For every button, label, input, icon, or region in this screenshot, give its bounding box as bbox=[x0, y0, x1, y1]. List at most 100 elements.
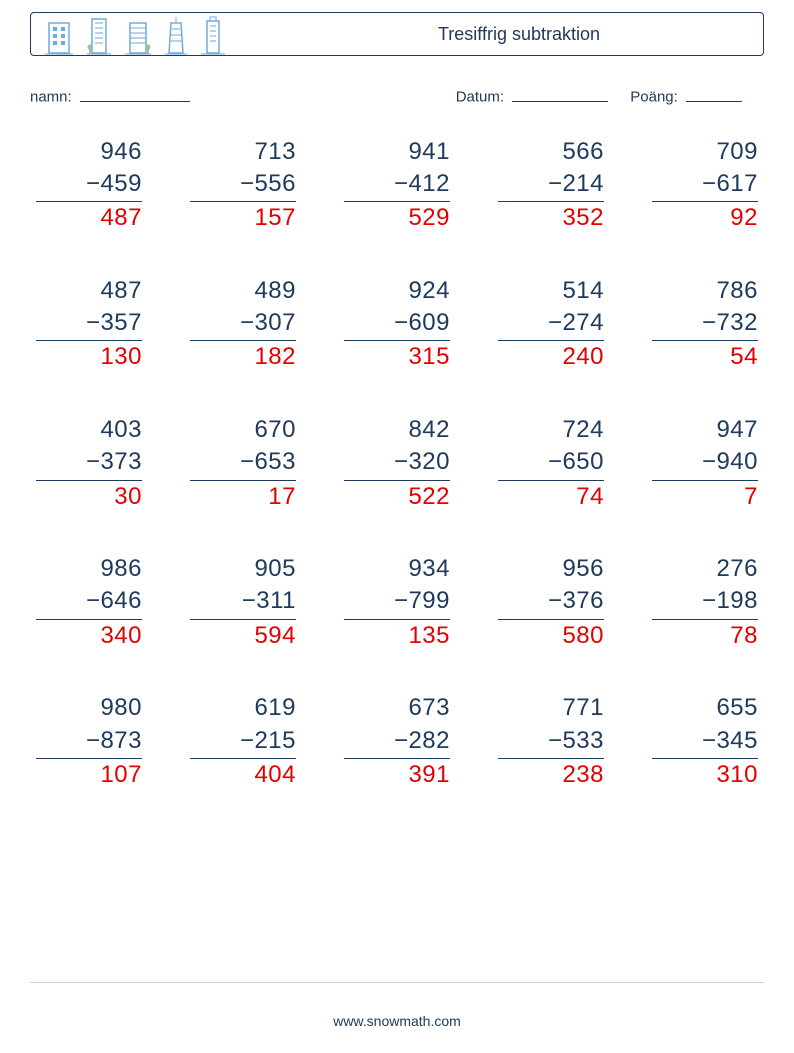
problem: 724−65074 bbox=[498, 414, 604, 513]
answer: 310 bbox=[652, 759, 758, 791]
footer-url: www.snowmath.com bbox=[0, 1013, 794, 1029]
problem: 986−646340 bbox=[36, 553, 142, 652]
answer: 594 bbox=[190, 620, 296, 652]
minuend: 487 bbox=[36, 275, 142, 307]
name-blank[interactable] bbox=[80, 84, 190, 102]
problem: 956−376580 bbox=[498, 553, 604, 652]
answer: 157 bbox=[190, 202, 296, 234]
minuend: 924 bbox=[344, 275, 450, 307]
subtrahend: −459 bbox=[36, 168, 142, 202]
minuend: 905 bbox=[190, 553, 296, 585]
minuend: 842 bbox=[344, 414, 450, 446]
problem: 941−412529 bbox=[344, 136, 450, 235]
subtrahend: −320 bbox=[344, 446, 450, 480]
minuend: 941 bbox=[344, 136, 450, 168]
subtrahend: −533 bbox=[498, 725, 604, 759]
minuend: 276 bbox=[652, 553, 758, 585]
problem: 905−311594 bbox=[190, 553, 296, 652]
building-icons bbox=[31, 13, 315, 55]
minuend: 947 bbox=[652, 414, 758, 446]
answer: 238 bbox=[498, 759, 604, 791]
minuend: 673 bbox=[344, 692, 450, 724]
answer: 340 bbox=[36, 620, 142, 652]
problem: 934−799135 bbox=[344, 553, 450, 652]
name-label: namn: bbox=[30, 89, 72, 106]
minuend: 986 bbox=[36, 553, 142, 585]
building-icon bbox=[87, 17, 111, 55]
worksheet-title: Tresiffrig subtraktion bbox=[315, 24, 763, 45]
minuend: 934 bbox=[344, 553, 450, 585]
minuend: 403 bbox=[36, 414, 142, 446]
subtrahend: −609 bbox=[344, 307, 450, 341]
problem: 980−873107 bbox=[36, 692, 142, 791]
meta-row: namn: Datum: Poäng: bbox=[30, 84, 764, 106]
problem: 842−320522 bbox=[344, 414, 450, 513]
answer: 92 bbox=[652, 202, 758, 234]
minuend: 724 bbox=[498, 414, 604, 446]
answer: 580 bbox=[498, 620, 604, 652]
minuend: 619 bbox=[190, 692, 296, 724]
subtrahend: −307 bbox=[190, 307, 296, 341]
subtrahend: −282 bbox=[344, 725, 450, 759]
minuend: 713 bbox=[190, 136, 296, 168]
subtrahend: −732 bbox=[652, 307, 758, 341]
minuend: 670 bbox=[190, 414, 296, 446]
answer: 391 bbox=[344, 759, 450, 791]
problems-grid: 946−459487713−556157941−412529566−214352… bbox=[30, 136, 764, 792]
problem: 276−19878 bbox=[652, 553, 758, 652]
problem: 619−215404 bbox=[190, 692, 296, 791]
subtrahend: −215 bbox=[190, 725, 296, 759]
building-icon bbox=[125, 19, 151, 55]
subtrahend: −412 bbox=[344, 168, 450, 202]
answer: 54 bbox=[652, 341, 758, 373]
problem: 514−274240 bbox=[498, 275, 604, 374]
problem: 771−533238 bbox=[498, 692, 604, 791]
problem: 670−65317 bbox=[190, 414, 296, 513]
answer: 135 bbox=[344, 620, 450, 652]
subtrahend: −653 bbox=[190, 446, 296, 480]
answer: 107 bbox=[36, 759, 142, 791]
minuend: 709 bbox=[652, 136, 758, 168]
answer: 522 bbox=[344, 481, 450, 513]
problem: 713−556157 bbox=[190, 136, 296, 235]
problem: 489−307182 bbox=[190, 275, 296, 374]
answer: 30 bbox=[36, 481, 142, 513]
answer: 315 bbox=[344, 341, 450, 373]
answer: 17 bbox=[190, 481, 296, 513]
problem: 487−357130 bbox=[36, 275, 142, 374]
subtrahend: −940 bbox=[652, 446, 758, 480]
score-blank[interactable] bbox=[686, 84, 742, 102]
building-icon bbox=[45, 19, 73, 55]
minuend: 956 bbox=[498, 553, 604, 585]
subtrahend: −650 bbox=[498, 446, 604, 480]
subtrahend: −214 bbox=[498, 168, 604, 202]
building-icon bbox=[165, 17, 187, 55]
subtrahend: −873 bbox=[36, 725, 142, 759]
score-label: Poäng: bbox=[630, 89, 678, 106]
problem: 673−282391 bbox=[344, 692, 450, 791]
answer: 182 bbox=[190, 341, 296, 373]
subtrahend: −345 bbox=[652, 725, 758, 759]
subtrahend: −198 bbox=[652, 585, 758, 619]
minuend: 786 bbox=[652, 275, 758, 307]
minuend: 566 bbox=[498, 136, 604, 168]
answer: 487 bbox=[36, 202, 142, 234]
problem: 786−73254 bbox=[652, 275, 758, 374]
minuend: 980 bbox=[36, 692, 142, 724]
answer: 352 bbox=[498, 202, 604, 234]
subtrahend: −617 bbox=[652, 168, 758, 202]
subtrahend: −646 bbox=[36, 585, 142, 619]
subtrahend: −274 bbox=[498, 307, 604, 341]
subtrahend: −376 bbox=[498, 585, 604, 619]
minuend: 514 bbox=[498, 275, 604, 307]
subtrahend: −357 bbox=[36, 307, 142, 341]
minuend: 771 bbox=[498, 692, 604, 724]
answer: 404 bbox=[190, 759, 296, 791]
problem: 924−609315 bbox=[344, 275, 450, 374]
subtrahend: −311 bbox=[190, 585, 296, 619]
footer-divider bbox=[30, 982, 764, 983]
minuend: 489 bbox=[190, 275, 296, 307]
date-blank[interactable] bbox=[512, 84, 608, 102]
problem: 566−214352 bbox=[498, 136, 604, 235]
subtrahend: −373 bbox=[36, 446, 142, 480]
